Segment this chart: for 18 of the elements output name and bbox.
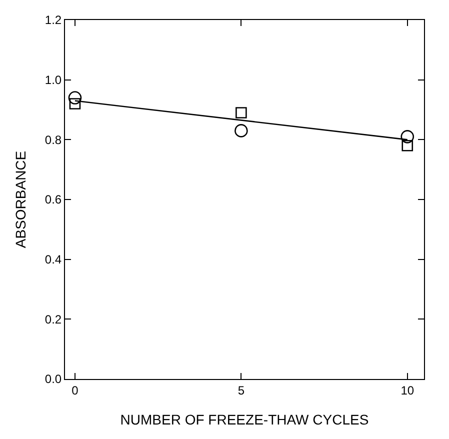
y-tick-label: 0.8: [44, 132, 62, 147]
point: [234, 124, 248, 138]
x-tick-label: 0: [72, 383, 79, 398]
x-axis-title: NUMBER OF FREEZE-THAW CYCLES: [120, 412, 369, 428]
point: [402, 140, 414, 152]
y-axis-title: ABSORBANCE: [12, 150, 29, 248]
x-tick-label: 5: [238, 383, 245, 398]
point: [69, 98, 81, 110]
y-tick-label: 0.6: [44, 192, 62, 207]
point: [236, 107, 247, 118]
y-tick-label: 0.0: [44, 372, 62, 386]
y-tick-label: 0.4: [44, 252, 62, 267]
point: [400, 130, 414, 144]
y-tick-label: 0.2: [44, 312, 62, 326]
y-tick-label: 1.2: [44, 13, 62, 28]
y-tick-label: 1.0: [44, 73, 62, 88]
point: [68, 91, 82, 104]
x-tick-label: 10: [400, 383, 414, 398]
